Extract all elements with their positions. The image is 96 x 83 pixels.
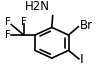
Text: I: I (80, 53, 84, 66)
Text: F: F (5, 17, 11, 27)
Text: F: F (21, 17, 27, 27)
Text: Br: Br (80, 19, 93, 32)
Text: F: F (5, 30, 11, 40)
Text: H2N: H2N (25, 0, 50, 13)
